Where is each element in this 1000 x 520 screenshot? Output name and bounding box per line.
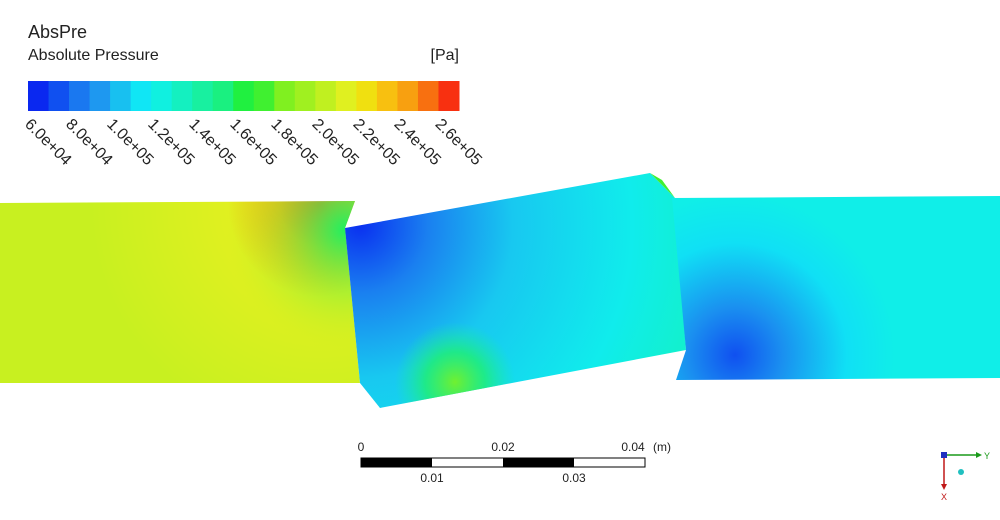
colorbar-band	[315, 81, 337, 111]
corner-spot	[650, 173, 675, 198]
colorbar-band	[397, 81, 419, 111]
x-arrowhead	[941, 484, 947, 490]
scale-bar: 0 0.02 0.04 (m) 0.01 0.03	[358, 440, 671, 485]
colorbar-band	[438, 81, 460, 111]
colorbar-band	[48, 81, 70, 111]
colorbar-band	[417, 81, 439, 111]
scale-label: 0.04	[621, 440, 645, 454]
scale-label: 0	[358, 440, 365, 454]
colorbar-band	[212, 81, 234, 111]
colorbar-band	[253, 81, 275, 111]
colorbar-band	[28, 81, 50, 111]
legend-title: AbsPre	[28, 22, 87, 42]
middle-green	[345, 173, 686, 408]
colorbar-band	[151, 81, 173, 111]
colorbar-band	[233, 81, 255, 111]
scale-segment	[503, 458, 574, 467]
y-axis-label: Y	[984, 451, 990, 461]
colorbar-ticks: 6.0e+048.0e+041.0e+051.2e+051.4e+051.6e+…	[21, 116, 485, 169]
colorbar-band	[110, 81, 132, 111]
colorbar-band	[335, 81, 357, 111]
colorbar-band	[171, 81, 193, 111]
colorbar-band	[274, 81, 296, 111]
colorbar-band	[69, 81, 91, 111]
scale-segment	[361, 458, 432, 467]
scale-label: 0.01	[420, 471, 444, 485]
axis-triad: Y X	[941, 451, 990, 502]
origin	[941, 452, 947, 458]
legend-unit: [Pa]	[431, 47, 459, 64]
colorbar-band	[356, 81, 378, 111]
colorbar-band	[130, 81, 152, 111]
colorbar-band	[294, 81, 316, 111]
colorbar	[28, 81, 460, 111]
view-dot	[958, 469, 964, 475]
colorbar-band	[89, 81, 111, 111]
scale-label: 0.02	[491, 440, 515, 454]
colorbar-band	[376, 81, 398, 111]
y-arrowhead	[976, 452, 982, 458]
scale-unit: (m)	[653, 440, 671, 454]
scale-label: 0.03	[562, 471, 586, 485]
x-axis-label: X	[941, 492, 947, 502]
colorbar-band	[192, 81, 214, 111]
outlet-region	[672, 196, 1000, 380]
inlet-gradient	[0, 201, 360, 383]
contour-field	[0, 173, 1000, 408]
legend-subtitle: Absolute Pressure	[28, 47, 159, 64]
